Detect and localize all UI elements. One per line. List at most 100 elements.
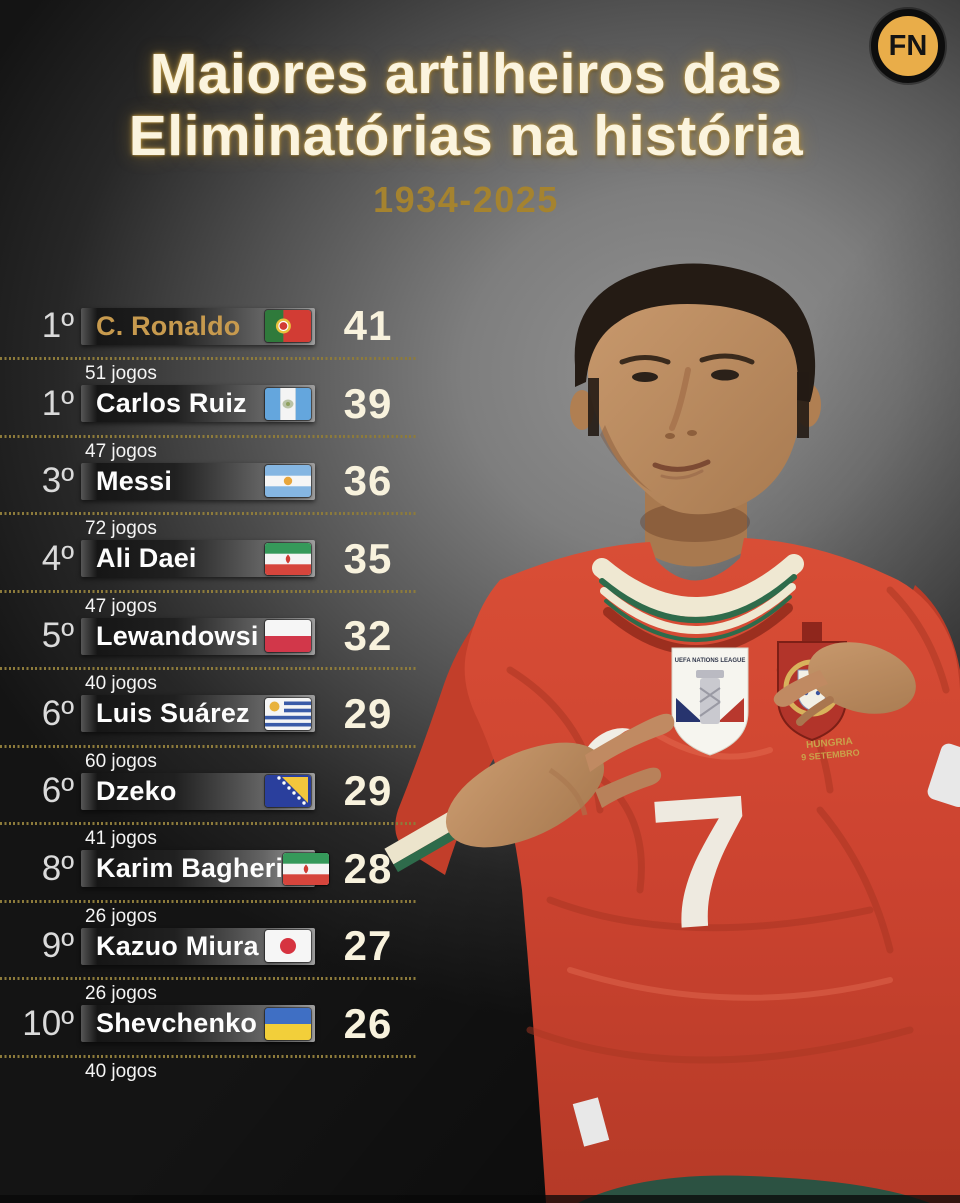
player-row-messi: 3º Messi 36 72 jogos [0, 457, 432, 539]
player-row-shevchenko: 10º Shevchenko 26 40 jogos [0, 999, 432, 1082]
title-line-2: Eliminatórias na história [128, 103, 804, 168]
player-row-suarez: 6º Luis Suárez 29 60 jogos [0, 689, 432, 772]
fn-logo-text: FN [888, 29, 928, 62]
goals-value: 35 [343, 534, 393, 582]
badge-text: UEFA NATIONS LEAGUE [675, 658, 746, 664]
portugal-flag-icon [265, 310, 311, 342]
iran-flag-icon [283, 852, 330, 885]
player-row-daei: 4º Ali Daei 35 47 jogos [0, 534, 432, 617]
captain-wristband [927, 743, 960, 808]
player-name: Dzeko [96, 775, 177, 806]
player-bar: Ali Daei [81, 540, 315, 577]
player-name: Ali Daei [96, 543, 197, 573]
rank-label: 1º [41, 306, 74, 345]
games-label: 51 jogos [85, 363, 157, 384]
pointing-hand-left [384, 713, 675, 873]
jersey-number: 7 [644, 757, 761, 970]
rank-label: 6º [41, 693, 74, 733]
match-text-line1: HUNGRIA [806, 736, 853, 751]
player-row-lewandowski: 5º Lewandowsi 32 40 jogos [0, 612, 432, 694]
player-bar: C. Ronaldo [81, 307, 315, 345]
dotted-divider [0, 977, 417, 980]
player-name: Carlos Ruiz [96, 388, 247, 418]
rank-label: 4º [41, 538, 74, 578]
dotted-divider [0, 822, 417, 825]
player-row-miura: 9º Kazuo Miura 27 26 jogos [0, 922, 432, 1004]
subtitle-years: 1934-2025 [373, 179, 559, 221]
games-label: 72 jogos [85, 518, 157, 539]
goals-value: 29 [343, 689, 393, 737]
header: Maiores artilheiros das Eliminatórias na… [0, 42, 932, 221]
page-title: Maiores artilheiros das Eliminatórias na… [0, 42, 932, 168]
goals-value: 41 [343, 302, 393, 349]
games-label: 41 jogos [85, 828, 157, 849]
goals-value: 27 [343, 922, 393, 969]
bosnia-flag-icon [265, 775, 311, 807]
player-bar: Messi [81, 462, 315, 500]
argentina-flag-icon [265, 465, 311, 497]
top-scorers-list: 1º C. Ronaldo 41 51 jogos 1º Carlos Ruiz… [0, 302, 432, 1082]
dotted-divider [0, 744, 417, 748]
player-jersey: HUNGRIA 9 SETEMBRO 7 [395, 538, 960, 1203]
dotted-divider [0, 899, 417, 903]
rank-label: 3º [41, 461, 74, 500]
player-bar: Luis Suárez [81, 695, 315, 732]
bottom-vignette [0, 1195, 960, 1203]
jersey-match-text: HUNGRIA 9 SETEMBRO [801, 736, 860, 763]
player-name: Luis Suárez [96, 698, 250, 728]
player-bar: Kazuo Miura [81, 927, 315, 965]
rank-label: 5º [41, 616, 74, 655]
games-label: 60 jogos [85, 750, 157, 772]
player-photo: HUNGRIA 9 SETEMBRO 7 UEFA NATIONS LEAGUE [384, 263, 960, 1203]
fn-brand-logo: FN [871, 9, 945, 83]
rank-label: 9º [41, 926, 74, 965]
goals-value: 28 [343, 844, 393, 892]
player-head [570, 263, 821, 567]
player-bar: Lewandowsi [81, 617, 315, 655]
goals-value: 39 [343, 379, 393, 427]
goals-value: 26 [343, 999, 393, 1047]
games-label: 47 jogos [85, 595, 157, 617]
player-row-ruiz: 1º Carlos Ruiz 39 47 jogos [0, 379, 432, 462]
player-bar: Karim Bagheri [81, 850, 330, 887]
guatemala-flag-icon [265, 387, 311, 420]
player-bar: Dzeko [81, 772, 315, 810]
games-label: 26 jogos [85, 905, 157, 927]
jersey-hem-tag [572, 1097, 610, 1147]
player-bar: Carlos Ruiz [81, 385, 315, 422]
goals-value: 29 [343, 767, 393, 814]
dotted-divider [0, 1054, 417, 1058]
games-label: 40 jogos [85, 673, 157, 694]
goals-value: 36 [343, 457, 393, 504]
games-label: 40 jogos [85, 1060, 157, 1082]
japan-flag-icon [265, 930, 311, 962]
dotted-divider [0, 434, 417, 438]
rank-label: 6º [41, 771, 74, 810]
dotted-divider [0, 589, 417, 593]
poland-flag-icon [265, 620, 311, 652]
player-row-ronaldo: 1º C. Ronaldo 41 51 jogos [0, 302, 432, 384]
goals-value: 32 [343, 612, 393, 659]
player-name: Shevchenko [96, 1008, 258, 1038]
iran-flag-icon [265, 542, 311, 575]
dotted-divider [0, 357, 417, 360]
nations-league-badge: UEFA NATIONS LEAGUE [671, 647, 749, 756]
player-row-dzeko: 6º Dzeko 29 41 jogos [0, 767, 432, 849]
rank-label: 1º [41, 383, 74, 423]
uruguay-flag-icon [265, 697, 311, 730]
player-name: Kazuo Miura [96, 930, 259, 961]
player-row-bagheri: 8º Karim Bagheri 28 26 jogos [0, 844, 432, 927]
games-label: 26 jogos [85, 983, 157, 1004]
player-name: Lewandowsi [96, 620, 259, 651]
player-name: C. Ronaldo [96, 310, 241, 341]
title-line-1: Maiores artilheiros das [149, 42, 783, 106]
pointing-hand-right [773, 642, 960, 808]
player-name: Messi [96, 465, 173, 496]
player-bar: Shevchenko [81, 1005, 315, 1042]
rank-label: 10º [22, 1003, 74, 1043]
dotted-divider [0, 667, 417, 670]
player-name: Karim Bagheri [96, 853, 284, 883]
rank-label: 8º [41, 848, 74, 888]
games-label: 47 jogos [85, 440, 157, 462]
